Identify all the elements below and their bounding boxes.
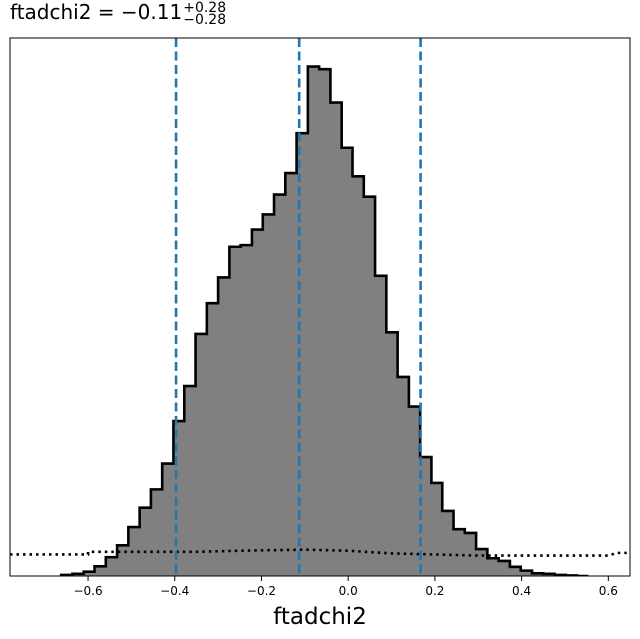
- histogram-bar: [341, 147, 353, 576]
- histogram-bar: [408, 406, 421, 576]
- histogram-bar: [375, 275, 387, 576]
- histogram-bar: [352, 176, 365, 576]
- histogram-bar: [274, 194, 286, 576]
- histogram-bar: [240, 245, 253, 576]
- histogram-bars: [61, 66, 578, 576]
- x-tick-label: 0.2: [425, 584, 444, 598]
- x-axis-label: ftadchi2: [273, 604, 367, 630]
- histogram-bar: [453, 529, 466, 576]
- prior-curve: [10, 548, 630, 557]
- histogram-bar: [431, 482, 443, 576]
- histogram-bar: [520, 570, 533, 576]
- x-tick-label: −0.2: [247, 584, 276, 598]
- histogram-bar: [184, 386, 196, 576]
- histogram-bar: [251, 229, 264, 576]
- histogram-bar: [195, 333, 208, 576]
- x-tick-label: −0.4: [160, 584, 189, 598]
- plot-area: [9, 37, 631, 577]
- title-median: −0.11: [120, 0, 183, 24]
- x-tick-label: 0.6: [599, 584, 618, 598]
- x-tick-label: 0.4: [512, 584, 531, 598]
- title-errors: +0.28 −0.28: [183, 0, 227, 28]
- histogram-bar: [162, 463, 174, 576]
- histogram-bar: [476, 549, 488, 576]
- histogram-bar: [363, 196, 376, 576]
- histogram-bar: [509, 566, 522, 576]
- histogram-bar: [319, 69, 331, 576]
- title-equals: =: [91, 0, 121, 24]
- histogram-bar: [296, 133, 309, 576]
- histogram-bar: [94, 566, 107, 576]
- histogram-bar: [262, 214, 275, 576]
- histogram-bar: [218, 277, 230, 576]
- histogram-bar: [330, 102, 343, 576]
- histogram-bar: [498, 560, 511, 576]
- histogram-bar: [139, 507, 152, 576]
- chart-title: ftadchi2 = −0.11 +0.28 −0.28: [10, 0, 227, 28]
- x-axis-ticks: −0.6 −0.4 −0.2 0.0 0.2 0.4 0.6: [73, 576, 618, 598]
- histogram-bar: [150, 489, 163, 576]
- histogram-bar: [83, 571, 95, 576]
- histogram-bar: [128, 527, 141, 576]
- histogram-bar: [442, 510, 454, 576]
- histogram-bar: [386, 332, 399, 576]
- histogram-bar: [487, 558, 500, 576]
- histogram-bar: [105, 557, 118, 576]
- x-tick-label: −0.6: [73, 584, 102, 598]
- histogram-bar: [173, 421, 185, 576]
- histogram-outline: [59, 65, 589, 576]
- histogram-bar: [206, 303, 219, 576]
- histogram-bar: [532, 573, 544, 576]
- histogram-bar: [117, 545, 129, 576]
- x-tick-label: 0.0: [339, 584, 358, 598]
- histogram-bar: [420, 457, 432, 576]
- histogram-bar: [397, 376, 410, 576]
- histogram-bar: [307, 66, 320, 576]
- title-param: ftadchi2: [10, 0, 92, 24]
- histogram-bar: [285, 173, 297, 576]
- title-upper-error: +0.28: [183, 0, 227, 16]
- axes-frame: [9, 37, 631, 577]
- title-lower-error: −0.28: [183, 11, 227, 28]
- histogram-bar: [229, 246, 242, 576]
